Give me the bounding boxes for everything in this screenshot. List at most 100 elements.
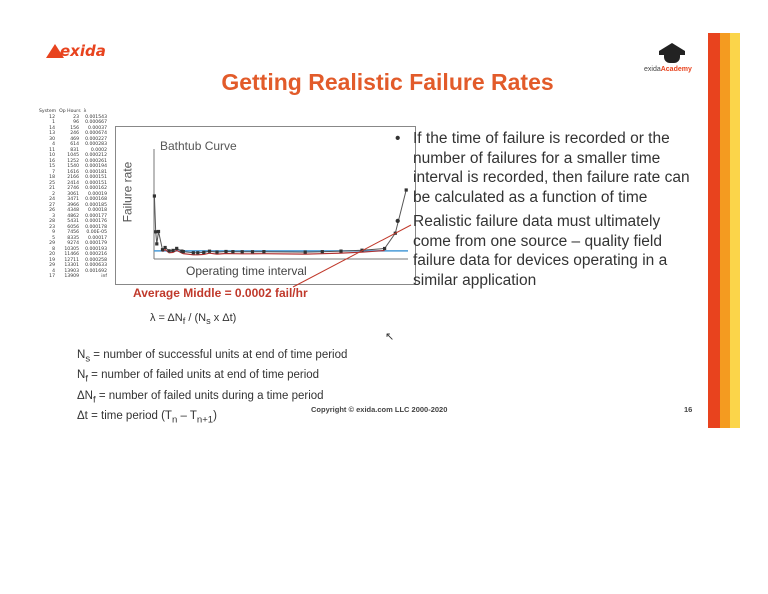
table-row: 16 1252 0.000261 [39, 159, 111, 165]
table-cell-system: 16 [49, 158, 55, 164]
table-cell-lambda: inf [101, 274, 107, 279]
table-cell-system: 15 [49, 164, 55, 169]
table-cell-op-hours: 13903 [64, 268, 79, 274]
data-point [160, 248, 165, 252]
data-point [202, 250, 206, 254]
table-cell-lambda: 0.001543 [85, 114, 107, 120]
data-point [154, 230, 158, 234]
table-cell-lambda: 0.000181 [85, 169, 107, 175]
def-symbol: N [77, 369, 86, 382]
table-cell-lambda: 0.000216 [85, 252, 107, 257]
data-point [155, 242, 159, 246]
table-cell-lambda: 0.000212 [85, 153, 107, 158]
table-cell-lambda: 0.000261 [85, 158, 107, 164]
table-cell-system: 24 [49, 197, 55, 202]
table-cell-op-hours: 12711 [64, 257, 79, 263]
chart-x-axis-label: Operating time interval [186, 264, 307, 278]
table-row: 29 13301 0.000633 [39, 263, 111, 269]
table-cell-op-hours: 246 [70, 131, 79, 136]
callout-arrow [292, 224, 412, 288]
table-cell-system: 1 [52, 120, 55, 125]
def-sub: s [85, 353, 91, 365]
definition-nf: Nf = number of failed units at end of ti… [77, 367, 347, 387]
table-cell-op-hours: 7456 [67, 230, 79, 235]
failure-data-table: System Op Hours λ 12 23 0.001543 1 96 0.00066… [39, 109, 111, 280]
table-cell-op-hours: 1252 [67, 158, 79, 164]
table-cell-op-hours: 3471 [67, 197, 79, 202]
table-cell-lambda: 0.000179 [85, 241, 107, 246]
table-cell-op-hours: 8335 [67, 235, 79, 241]
page-number: 16 [684, 405, 693, 414]
table-row: 17 13909 inf [39, 274, 111, 280]
definition-delta-t: Δt = time period (Tn – Tn+1) [77, 408, 347, 428]
table-cell-op-hours: 23 [73, 114, 79, 120]
table-row: 18 2166 0.000151 [39, 175, 111, 181]
table-row: 28 5431 0.000176 [39, 219, 111, 225]
def-sub: n [171, 414, 178, 426]
table-cell-op-hours: 5431 [67, 219, 79, 224]
table-cell-op-hours: 3966 [67, 202, 79, 208]
def-text: = time period (T [87, 409, 172, 422]
table-cell-system: 26 [49, 208, 55, 213]
table-row: 30 469 0.000227 [39, 137, 111, 143]
def-symbol: ΔN [77, 389, 93, 402]
def-sub: f [85, 373, 88, 385]
table-cell-system: 2 [52, 191, 55, 197]
exida-academy-logo: exidaAcademy [640, 41, 702, 79]
table-row: 26 4348 0.00018 [39, 208, 111, 214]
data-point [207, 249, 212, 253]
table-body: 12 23 0.001543 1 96 0.000667 14 156 0.00037 13 246… [39, 115, 111, 280]
bullet-dot-icon: • [395, 130, 401, 147]
data-point [224, 249, 228, 254]
data-point [240, 250, 244, 254]
table-cell-op-hours: 4348 [67, 208, 79, 213]
table-header-op-hours: Op Hours [59, 109, 81, 114]
table-cell-lambda: 0.000667 [85, 120, 107, 125]
table-cell-system: 18 [49, 175, 55, 180]
table-cell-lambda: 0.000162 [85, 186, 107, 191]
table-cell-op-hours: 11466 [64, 252, 79, 257]
table-cell-lambda: 0.000151 [85, 175, 107, 180]
table-cell-system: 29 [49, 241, 55, 246]
data-point [250, 250, 255, 254]
table-cell-system: 7 [52, 169, 55, 175]
accent-stripe-orange [720, 33, 730, 428]
table-cell-system: 9 [52, 230, 55, 235]
chart-plot [152, 149, 408, 260]
formula-part-1: λ = ΔN [150, 312, 183, 324]
bullet-text: Realistic failure data must ultimately c… [413, 213, 668, 289]
data-point [156, 229, 161, 234]
data-point [175, 246, 179, 250]
table-row: 12 23 0.001543 [39, 115, 111, 121]
table-cell-op-hours: 96 [73, 120, 79, 125]
bathtub-chart: Bathtub Curve Failure rate Operating tim… [115, 126, 416, 285]
definition-delta-nf: ΔNf = number of failed units during a ti… [77, 388, 347, 408]
data-point [171, 248, 175, 252]
formula-sub-f: f [182, 316, 186, 327]
table-row: 10 1045 0.000212 [39, 153, 111, 159]
def-symbol: Δt [77, 409, 88, 422]
table-cell-system: 23 [49, 224, 55, 230]
table-cell-lambda: 0.000633 [85, 263, 107, 268]
table-row: 19 12711 0.000258 [39, 258, 111, 264]
graduation-cap-rim [659, 51, 685, 55]
exida-logo-text: exida [60, 42, 106, 60]
table-row: 24 3471 0.000168 [39, 197, 111, 203]
table-cell-lambda: 0.00019 [88, 191, 107, 197]
data-point [404, 188, 408, 192]
table-cell-system: 4 [52, 268, 55, 274]
bullet-list: • If the time of failure is recorded or t… [393, 129, 693, 295]
table-cell-lambda: 0.000151 [85, 180, 107, 186]
def-text: = number of failed units during a time p… [95, 389, 324, 402]
data-point [152, 194, 156, 198]
table-cell-lambda: 0.00017 [88, 235, 107, 241]
table-cell-op-hours: 6056 [67, 224, 79, 230]
table-cell-op-hours: 10305 [64, 246, 79, 252]
data-point [303, 250, 307, 254]
table-cell-op-hours: 13301 [64, 263, 79, 268]
table-header: System Op Hours λ [39, 109, 111, 115]
table-cell-system: 30 [49, 136, 55, 142]
data-point [262, 250, 266, 254]
table-cell-system: 13 [49, 131, 55, 136]
average-middle-label: Average Middle = 0.0002 fail/hr [133, 286, 308, 300]
